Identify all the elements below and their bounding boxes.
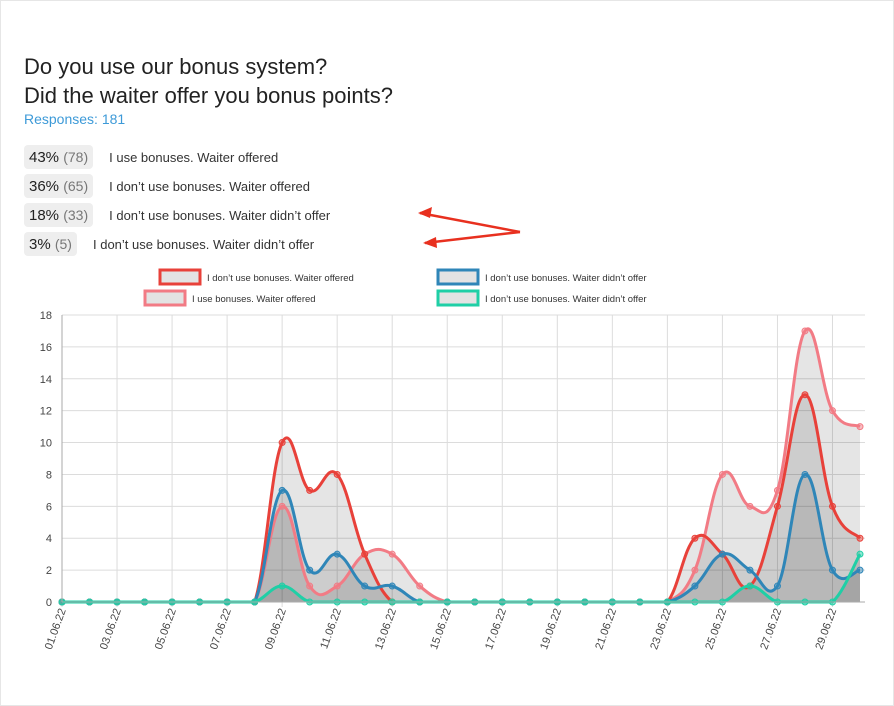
question-title: Do you use our bonus system? Did the wai… bbox=[24, 52, 393, 110]
data-point bbox=[773, 582, 781, 590]
data-point bbox=[746, 582, 754, 590]
x-tick-label: 01.06.22 bbox=[43, 607, 69, 651]
x-tick-label: 27.06.22 bbox=[758, 607, 784, 651]
result-percent: 43% bbox=[29, 149, 60, 166]
y-tick-label: 8 bbox=[46, 469, 52, 481]
series-area bbox=[62, 474, 860, 602]
y-tick-label: 4 bbox=[46, 533, 52, 545]
result-label: I don’t use bonuses. Waiter offered bbox=[109, 178, 311, 194]
legend-label: I don’t use bonuses. Waiter didn’t offer bbox=[485, 294, 647, 305]
x-tick-label: 07.06.22 bbox=[208, 607, 234, 651]
legend-swatch bbox=[436, 268, 480, 286]
question-line-2: Did the waiter offer you bonus points? bbox=[24, 83, 393, 108]
x-tick-label: 09.06.22 bbox=[263, 607, 289, 651]
result-count: (65) bbox=[63, 178, 89, 194]
responses-count: Responses: 181 bbox=[24, 111, 126, 127]
data-point bbox=[388, 582, 396, 590]
result-row: 3% (5) I don’t use bonuses. Waiter didn’… bbox=[24, 232, 314, 256]
y-tick-label: 12 bbox=[40, 406, 52, 418]
data-point bbox=[801, 327, 809, 335]
data-point bbox=[278, 582, 286, 590]
data-point bbox=[746, 502, 754, 510]
data-point bbox=[333, 582, 341, 590]
result-count: (33) bbox=[63, 207, 89, 223]
x-tick-label: 13.06.22 bbox=[373, 607, 399, 651]
result-row: 43% (78) I use bonuses. Waiter offered bbox=[24, 145, 278, 169]
legend-swatch bbox=[158, 268, 202, 286]
data-point bbox=[718, 470, 726, 478]
y-tick-label: 6 bbox=[46, 501, 52, 513]
legend-item: I use bonuses. Waiter offered bbox=[143, 289, 316, 307]
result-badge: 36% (65) bbox=[24, 174, 94, 198]
data-point bbox=[278, 486, 286, 494]
data-point bbox=[856, 566, 864, 574]
result-percent: 18% bbox=[29, 207, 60, 224]
legend-label: I use bonuses. Waiter offered bbox=[192, 294, 316, 305]
x-tick-label: 23.06.22 bbox=[648, 607, 674, 651]
data-point bbox=[801, 391, 809, 399]
data-point bbox=[388, 550, 396, 558]
x-tick-label: 25.06.22 bbox=[703, 607, 729, 651]
x-tick-label: 15.06.22 bbox=[428, 607, 454, 651]
data-point bbox=[306, 582, 314, 590]
data-point bbox=[361, 550, 369, 558]
result-label: I don’t use bonuses. Waiter didn’t offer bbox=[92, 236, 315, 252]
question-line-1: Do you use our bonus system? bbox=[24, 54, 328, 79]
result-percent: 36% bbox=[29, 178, 60, 195]
result-row: 36% (65) I don’t use bonuses. Waiter off… bbox=[24, 174, 310, 198]
legend-item: I don’t use bonuses. Waiter didn’t offer bbox=[436, 289, 647, 307]
result-badge: 3% (5) bbox=[24, 232, 77, 256]
result-label: I don’t use bonuses. Waiter didn’t offer bbox=[109, 207, 331, 223]
x-tick-label: 05.06.22 bbox=[153, 607, 179, 651]
legend-swatch bbox=[143, 289, 187, 307]
result-badge: 18% (33) bbox=[24, 203, 94, 227]
data-point bbox=[828, 502, 836, 510]
y-tick-label: 2 bbox=[46, 565, 52, 577]
data-point bbox=[361, 582, 369, 590]
x-tick-label: 29.06.22 bbox=[813, 607, 839, 651]
data-point bbox=[856, 534, 864, 542]
data-point bbox=[306, 486, 314, 494]
y-tick-label: 14 bbox=[40, 374, 52, 386]
result-row: 18% (33) I don’t use bonuses. Waiter did… bbox=[24, 203, 330, 227]
data-point bbox=[691, 534, 699, 542]
data-point bbox=[333, 550, 341, 558]
data-point bbox=[828, 407, 836, 415]
data-point bbox=[278, 502, 286, 510]
data-point bbox=[333, 470, 341, 478]
data-point bbox=[718, 550, 726, 558]
data-point bbox=[691, 566, 699, 574]
data-point bbox=[691, 582, 699, 590]
y-tick-label: 0 bbox=[46, 597, 52, 609]
data-point bbox=[828, 566, 836, 574]
data-point bbox=[306, 566, 314, 574]
x-tick-label: 03.06.22 bbox=[98, 607, 124, 651]
y-tick-label: 18 bbox=[40, 310, 52, 322]
data-point bbox=[416, 582, 424, 590]
legend-label: I don’t use bonuses. Waiter didn’t offer bbox=[485, 273, 647, 284]
data-point bbox=[746, 566, 754, 574]
legend-swatch bbox=[436, 289, 480, 307]
data-point bbox=[773, 502, 781, 510]
data-point bbox=[278, 439, 286, 447]
data-point bbox=[856, 550, 864, 558]
legend-label: I don’t use bonuses. Waiter offered bbox=[207, 273, 354, 284]
y-tick-label: 16 bbox=[40, 342, 52, 354]
annotation-arrows bbox=[418, 207, 521, 248]
result-percent: 3% bbox=[29, 236, 51, 253]
legend-item: I don’t use bonuses. Waiter offered bbox=[158, 268, 354, 286]
y-tick-label: 10 bbox=[40, 438, 52, 450]
x-tick-label: 21.06.22 bbox=[593, 607, 619, 651]
data-point bbox=[856, 423, 864, 431]
result-label: I use bonuses. Waiter offered bbox=[109, 149, 279, 165]
result-badge: 43% (78) bbox=[24, 145, 94, 169]
result-count: (5) bbox=[54, 236, 72, 252]
x-tick-label: 11.06.22 bbox=[318, 607, 344, 651]
data-point bbox=[801, 470, 809, 478]
x-tick-label: 17.06.22 bbox=[483, 607, 509, 651]
x-tick-label: 19.06.22 bbox=[538, 607, 564, 651]
result-count: (78) bbox=[63, 149, 89, 165]
legend-item: I don’t use bonuses. Waiter didn’t offer bbox=[436, 268, 647, 286]
